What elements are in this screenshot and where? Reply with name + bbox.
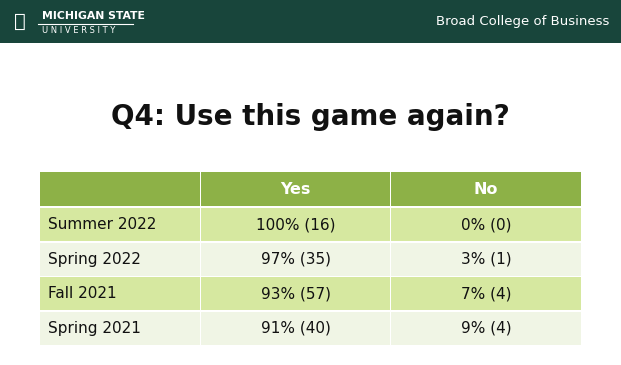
Bar — [391, 277, 581, 310]
Bar — [201, 277, 390, 310]
Text: Q4: Use this game again?: Q4: Use this game again? — [111, 103, 510, 131]
Text: 9% (4): 9% (4) — [461, 321, 511, 336]
Text: Summer 2022: Summer 2022 — [48, 217, 156, 232]
Bar — [391, 312, 581, 345]
Text: Spring 2022: Spring 2022 — [48, 251, 141, 267]
Text: 100% (16): 100% (16) — [256, 217, 335, 232]
Text: No: No — [474, 182, 498, 197]
Bar — [201, 243, 390, 276]
Text: 91% (40): 91% (40) — [261, 321, 330, 336]
Text: 3% (1): 3% (1) — [461, 251, 511, 267]
Bar — [40, 312, 200, 345]
Bar — [391, 243, 581, 276]
Bar — [201, 172, 390, 207]
Bar — [201, 208, 390, 241]
Bar — [40, 172, 200, 207]
Text: 0% (0): 0% (0) — [461, 217, 511, 232]
Bar — [391, 172, 581, 207]
Bar — [0, 0, 621, 43]
Bar — [40, 277, 200, 310]
Text: U N I V E R S I T Y: U N I V E R S I T Y — [42, 26, 116, 35]
Bar — [6, 3, 34, 40]
Text: MICHIGAN STATE: MICHIGAN STATE — [42, 11, 145, 21]
Text: Broad College of Business: Broad College of Business — [435, 15, 609, 28]
Text: Fall 2021: Fall 2021 — [48, 286, 117, 301]
Text: 7% (4): 7% (4) — [461, 286, 511, 301]
Text: Spring 2021: Spring 2021 — [48, 321, 141, 336]
Bar — [40, 208, 200, 241]
Text: Yes: Yes — [281, 182, 310, 197]
Text: 93% (57): 93% (57) — [261, 286, 330, 301]
Bar — [201, 312, 390, 345]
Text: 97% (35): 97% (35) — [261, 251, 330, 267]
Bar — [391, 208, 581, 241]
Bar — [40, 243, 200, 276]
Text: ⛑: ⛑ — [14, 12, 26, 31]
